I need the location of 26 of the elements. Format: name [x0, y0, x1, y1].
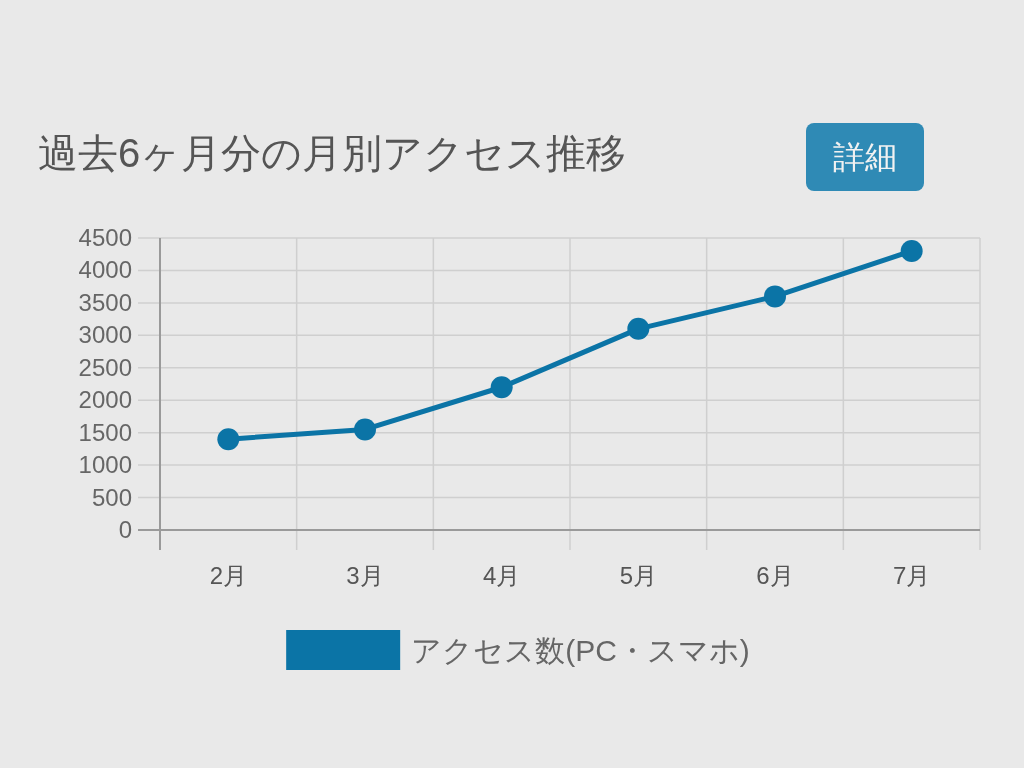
- point: [627, 317, 650, 340]
- x-tick-label: 2月: [209, 562, 248, 589]
- y-tick-label: 1000: [78, 451, 132, 479]
- y-tick-label: 1500: [78, 418, 132, 446]
- y-tick-label: 2000: [78, 386, 132, 414]
- x-tick-label: 5月: [619, 562, 658, 589]
- x-tick-label: 6月: [756, 562, 794, 589]
- y-tick-label: 3500: [78, 288, 132, 316]
- annotation: 詳細: [806, 123, 924, 191]
- point: [900, 239, 923, 262]
- point: [764, 285, 786, 308]
- point: [354, 418, 376, 441]
- x-tick-label: 4月: [482, 562, 521, 589]
- chart-title: 過去6ヶ月分の月別アクセス推移: [38, 131, 627, 175]
- y-tick-label: 3000: [78, 321, 132, 349]
- x-tick-label: 3月: [346, 562, 384, 589]
- x-tick-label: 7月: [892, 562, 931, 589]
- y-tick-label: 2500: [78, 353, 132, 381]
- legend-label: アクセス数(PC・スマホ): [411, 634, 750, 667]
- y-tick-label: 4000: [78, 256, 132, 284]
- point: [490, 376, 513, 399]
- y-tick-label: 0: [118, 516, 132, 543]
- y-tick-label: 500: [91, 483, 132, 511]
- legend: アクセス数(PC・スマホ): [286, 630, 750, 670]
- point: [217, 428, 240, 451]
- y-tick-label: 4500: [78, 224, 132, 251]
